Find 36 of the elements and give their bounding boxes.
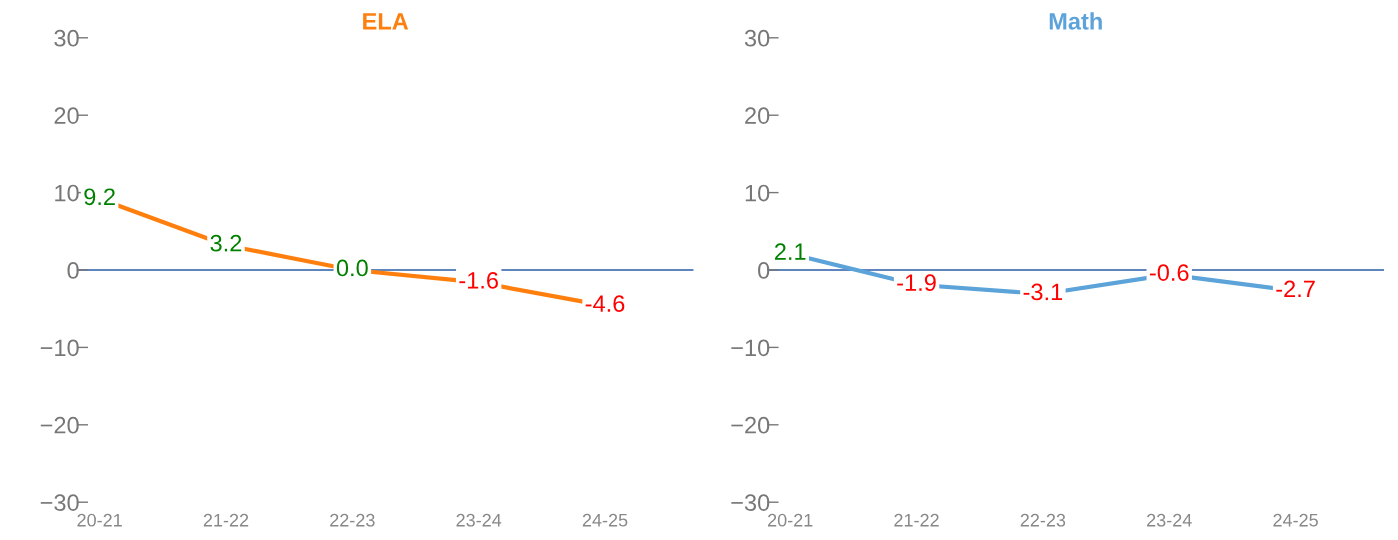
chart-title: ELA bbox=[363, 13, 409, 30]
data-label: 0.0 bbox=[336, 259, 368, 277]
y-tick-label: −20 bbox=[40, 416, 79, 434]
x-tick-label: 22-23 bbox=[330, 513, 375, 527]
data-label: 2.1 bbox=[774, 243, 806, 260]
x-tick-label: 24-25 bbox=[1273, 513, 1318, 527]
y-tick-label: −30 bbox=[731, 494, 770, 511]
y-tick-label: 0 bbox=[67, 262, 79, 279]
data-label: -0.6 bbox=[1149, 264, 1189, 281]
y-tick-label: −10 bbox=[40, 339, 79, 357]
x-tick-label: 20-21 bbox=[768, 513, 813, 527]
data-label: -3.1 bbox=[1023, 283, 1063, 301]
data-label: -2.7 bbox=[1276, 280, 1315, 297]
y-tick-label: 20 bbox=[54, 107, 79, 124]
data-label: -1.6 bbox=[459, 272, 498, 289]
y-tick-label: 0 bbox=[758, 262, 770, 279]
data-label: -1.9 bbox=[897, 274, 936, 292]
x-tick-label: 24-25 bbox=[582, 513, 628, 527]
y-tick-label: 10 bbox=[55, 184, 79, 202]
y-tick-label: −10 bbox=[731, 339, 770, 357]
chart-title: Math bbox=[1049, 12, 1102, 30]
data-label: 9.2 bbox=[84, 188, 115, 206]
y-tick-label: 30 bbox=[744, 29, 770, 47]
y-tick-label: 30 bbox=[54, 29, 79, 47]
data-label: -4.6 bbox=[585, 295, 625, 312]
data-label: 3.2 bbox=[210, 234, 242, 252]
y-tick-label: −20 bbox=[731, 416, 770, 434]
x-tick-label: 20-21 bbox=[77, 513, 122, 527]
x-tick-label: 21-22 bbox=[894, 513, 939, 527]
x-tick-label: 22-23 bbox=[1020, 513, 1066, 527]
y-tick-label: 20 bbox=[745, 107, 770, 124]
y-tick-label: −30 bbox=[40, 494, 79, 511]
x-tick-label: 23-24 bbox=[456, 513, 502, 527]
x-tick-label: 21-22 bbox=[203, 513, 249, 527]
y-tick-label: 10 bbox=[745, 184, 770, 202]
x-tick-label: 23-24 bbox=[1147, 513, 1192, 527]
